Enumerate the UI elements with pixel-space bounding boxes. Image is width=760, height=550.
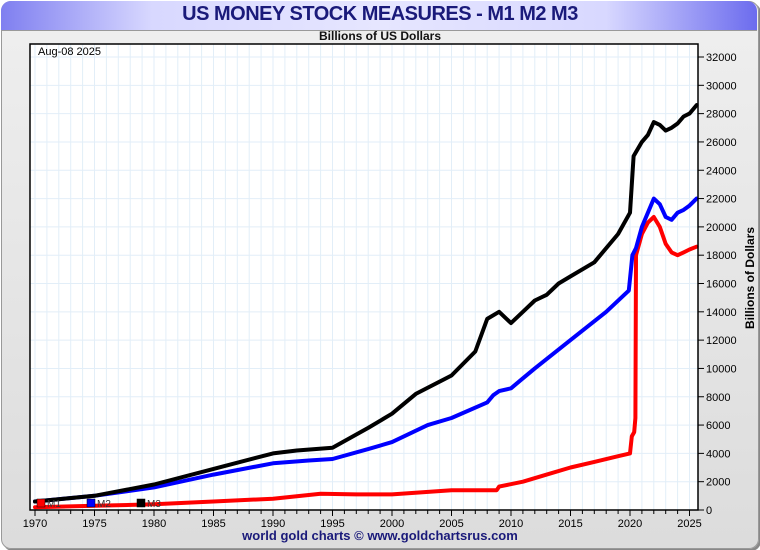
x-tick-label: 1975 [82,518,106,530]
legend: M1 M2 M3 [36,498,161,510]
x-tick-label: 2000 [380,518,404,530]
y-tick-label: 2000 [706,477,730,489]
y-tick-label: 14000 [706,307,737,319]
y-tick-label: 28000 [706,109,737,121]
y-tick-label: 20000 [706,222,737,234]
chart-title: US MONEY STOCK MEASURES - M1 M2 M3 [182,3,578,25]
chart-subtitle: Billions of US Dollars [318,29,441,43]
title-bar [1,1,757,31]
plot-border [29,43,699,511]
legend-label-m3: M3 [147,499,161,510]
y-tick-label: 32000 [706,52,737,64]
legend-swatch-m1 [36,498,46,508]
y-tick-label: 6000 [706,420,730,432]
y-tick-label: 24000 [706,165,737,177]
y-tick-label: 26000 [706,137,737,149]
x-tick-label: 1980 [142,518,166,530]
y-axis: 0 2000 4000 6000 8000 10000 12000 14000 16000 180… [698,52,737,517]
series-line-m3 [33,103,699,504]
y-tick-label: 10000 [706,363,737,375]
x-axis: 1970 1975 1980 1985 1990 1995 2000 2005 2010 2015… [23,510,702,530]
y-tick-label: 8000 [706,392,730,404]
y-tick-label: 18000 [706,250,737,262]
y-tick-label: 4000 [706,448,730,460]
date-label: Aug-08 2025 [38,46,101,58]
x-tick-label: 1995 [320,518,344,530]
x-tick-label: 1985 [201,518,225,530]
y-axis-label: Billions of Dollars [743,227,757,329]
x-tick-label: 2005 [439,518,463,530]
series-lines [33,103,699,510]
legend-label-m1: M1 [47,499,61,510]
x-tick-label: 2015 [558,518,582,530]
x-tick-label: 1990 [261,518,285,530]
y-tick-label: 16000 [706,279,737,291]
legend-swatch-m2 [86,498,96,508]
legend-label-m2: M2 [97,499,111,510]
y-tick-label: 30000 [706,80,737,92]
y-tick-label: 22000 [706,194,737,206]
footer-credit: world gold charts © www.goldchartsrus.co… [242,528,518,543]
y-tick-label: 0 [706,505,712,517]
x-tick-label: 2020 [618,518,642,530]
x-tick-label: 1970 [23,518,47,530]
y-tick-label: 12000 [706,335,737,347]
x-tick-label: 2010 [499,518,523,530]
x-tick-label: 2025 [677,518,701,530]
series-line-m2 [33,196,699,504]
legend-swatch-m3 [136,498,146,508]
